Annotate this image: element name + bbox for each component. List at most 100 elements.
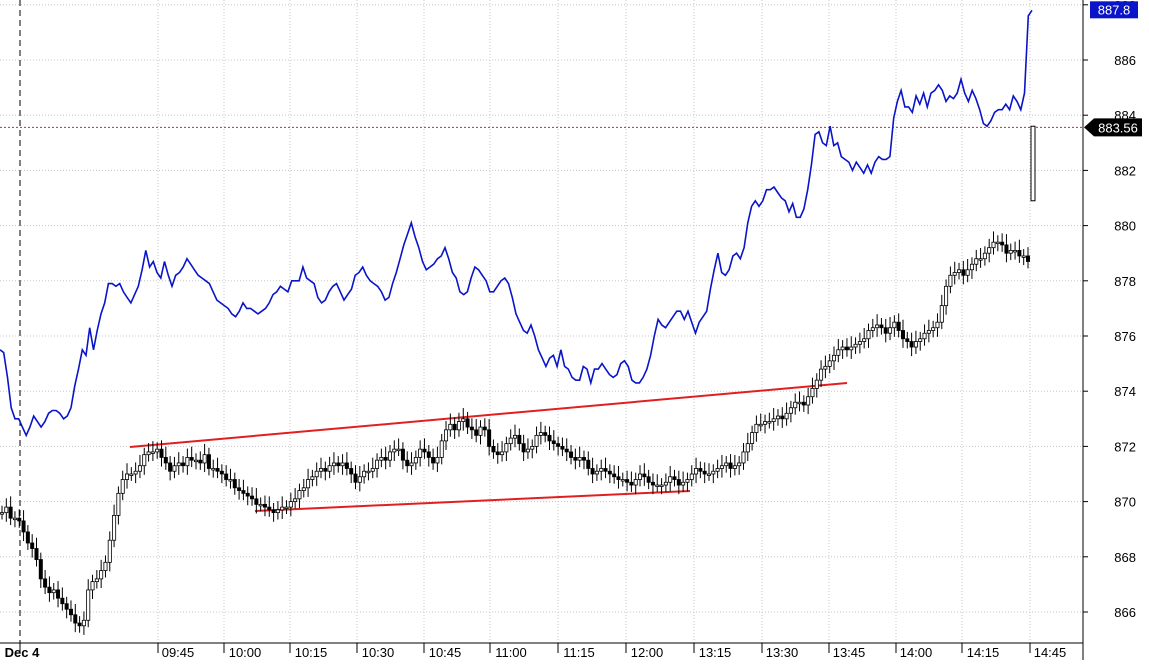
candle-body	[957, 269, 962, 273]
candle-body	[409, 462, 414, 467]
candle-body	[491, 445, 496, 453]
candle-body	[86, 589, 91, 621]
candle-body	[30, 542, 35, 549]
candle-body	[288, 501, 293, 508]
candle-body	[185, 457, 190, 467]
candle-body	[775, 415, 780, 420]
candle-body	[211, 468, 216, 471]
candle-body	[250, 495, 255, 500]
candle-body	[991, 241, 996, 249]
candle-body	[590, 468, 595, 475]
x-tick-label: 14:00	[900, 645, 933, 660]
candle-body	[99, 570, 104, 580]
y-tick-label: 876	[1114, 329, 1136, 344]
candle-body	[439, 440, 444, 458]
candle-body	[284, 506, 289, 510]
candle-body	[517, 434, 522, 445]
candle-body	[599, 468, 604, 472]
candle-body	[224, 473, 229, 480]
candle-body	[319, 468, 324, 472]
candle-body	[81, 619, 86, 627]
candle-body	[685, 479, 690, 483]
candle-body	[1008, 250, 1013, 254]
candle-body	[56, 589, 61, 599]
candle-body	[633, 479, 638, 486]
candle-body	[612, 473, 617, 478]
candle-body	[978, 258, 983, 261]
lower-trendline	[254, 490, 691, 512]
y-tick-label: 868	[1114, 550, 1136, 565]
candle-body	[715, 468, 720, 472]
y-tick-label: 886	[1114, 53, 1136, 68]
x-tick-label: 10:15	[295, 645, 328, 660]
x-tick-label: 11:00	[495, 645, 527, 660]
candle-body	[500, 451, 505, 456]
candle-body	[77, 622, 82, 627]
reference-price-text: 883.56	[1098, 120, 1138, 135]
candle-body	[60, 597, 65, 605]
candle-body	[780, 415, 785, 420]
candle-body	[17, 517, 22, 522]
candle-body	[306, 479, 311, 489]
candle-body	[577, 457, 582, 461]
candle-body	[948, 274, 953, 287]
candle-body	[379, 457, 384, 461]
candle-body	[935, 321, 940, 329]
candle-body	[706, 473, 711, 476]
candle-body	[310, 476, 315, 480]
candle-body	[142, 454, 147, 467]
candle-body	[862, 338, 867, 342]
candle-body	[530, 445, 535, 450]
last-price-text: 887.8	[1098, 2, 1131, 17]
candle-body	[866, 330, 871, 340]
candle-body	[797, 401, 802, 405]
x-tick-label: 11:15	[563, 645, 595, 660]
candle-body	[896, 321, 901, 331]
candle-body	[293, 498, 298, 502]
candle-body	[331, 462, 336, 467]
candle-body	[1026, 255, 1031, 262]
candle-body	[620, 479, 625, 482]
candle-body	[836, 349, 841, 356]
candle-body	[137, 465, 142, 472]
candle-body	[349, 468, 354, 475]
candle-body	[383, 457, 388, 461]
x-tick-label: 10:30	[362, 645, 395, 660]
candle-body	[198, 459, 203, 464]
last-bar	[1030, 125, 1036, 202]
y-tick-label: 870	[1114, 495, 1136, 510]
candle-body	[879, 324, 884, 329]
candle-body	[456, 421, 461, 431]
candle-body	[469, 426, 474, 431]
candle-body	[594, 470, 599, 475]
candle-body	[245, 492, 250, 497]
candle-body	[771, 418, 776, 422]
candle-body	[793, 401, 798, 409]
candle-body	[271, 509, 276, 514]
candle-body	[237, 487, 242, 491]
x-tick-label: 13:30	[766, 645, 799, 660]
candle-body	[987, 247, 992, 254]
series-layer	[0, 9, 1036, 635]
candle-body	[909, 341, 914, 348]
candle-body	[763, 421, 768, 425]
candle-body	[189, 457, 194, 461]
candle-body	[0, 512, 4, 515]
y-tick-label: 874	[1114, 384, 1136, 399]
candle-body	[353, 473, 358, 483]
candle-body	[801, 401, 806, 406]
candle-body	[629, 481, 634, 486]
candle-body	[581, 457, 586, 461]
overlay-layer	[0, 126, 1083, 512]
x-tick-label: 09:45	[162, 645, 195, 660]
candle-body	[444, 429, 449, 442]
candle-body	[569, 451, 574, 458]
candle-body	[64, 603, 69, 610]
candle-body	[176, 462, 181, 467]
candle-body	[745, 443, 750, 453]
candle-body	[4, 506, 9, 514]
candle-body	[810, 388, 815, 398]
candle-body	[280, 506, 285, 511]
